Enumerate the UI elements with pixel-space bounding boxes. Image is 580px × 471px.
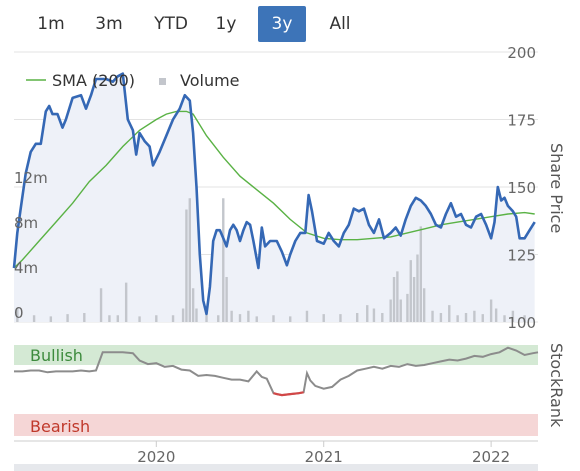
price-area-fill — [14, 73, 535, 322]
volume-bar — [419, 226, 423, 322]
volume-bar — [406, 293, 409, 322]
time-tick-label: 2020 — [137, 448, 175, 466]
volume-bar — [396, 271, 399, 322]
volume-bar — [381, 313, 384, 322]
volume-bar — [503, 315, 506, 322]
sma-legend-label: SMA (200) — [52, 71, 135, 90]
volume-bar — [366, 305, 369, 322]
volume-bar — [188, 198, 191, 322]
share-price-line — [12, 72, 536, 316]
volume-bar — [195, 308, 198, 322]
volume-bar — [289, 316, 292, 322]
price-tick-label: 100 — [507, 314, 536, 332]
volume-bar — [448, 305, 451, 322]
range-1m-button[interactable]: 1m — [37, 14, 65, 34]
price-tick-label: 200 — [507, 44, 536, 62]
volume-bar — [431, 310, 434, 322]
volume-bar — [305, 310, 309, 322]
volume-bar — [272, 315, 275, 322]
stockrank-axis-label: StockRank — [547, 343, 566, 428]
price-tick-label: 125 — [507, 247, 536, 265]
volume-bar — [205, 313, 208, 322]
volume-bar — [222, 198, 225, 322]
volume-bar — [247, 310, 250, 322]
volume-bar — [456, 315, 459, 322]
volume-bar — [255, 316, 258, 322]
range-ytd-button[interactable]: YTD — [154, 14, 188, 34]
volume-tick-label: 0 — [14, 304, 24, 322]
volume-bar — [83, 313, 86, 322]
volume-bar — [355, 313, 359, 322]
volume-bar — [185, 209, 188, 322]
stockrank-bearish-segment — [273, 391, 304, 397]
range-3y-button[interactable]: 3y — [258, 6, 306, 42]
volume-legend-swatch — [159, 78, 166, 85]
time-axis-ticks: 2020 2021 2022 — [137, 441, 510, 466]
volume-bar — [389, 299, 392, 322]
volume-bar — [511, 310, 515, 322]
volume-legend-label: Volume — [180, 71, 240, 90]
volume-bar — [225, 277, 228, 322]
volume-bar — [238, 314, 242, 322]
volume-tick-label: 12m — [14, 169, 48, 187]
volume-bar — [439, 313, 443, 322]
range-3m-button[interactable]: 3m — [95, 14, 123, 34]
volume-bar — [108, 315, 111, 322]
volume-bar — [32, 315, 36, 322]
time-tick-label: 2021 — [305, 448, 343, 466]
volume-tick-label: 8m — [14, 214, 38, 232]
volume-bar — [372, 308, 376, 322]
volume-bar — [66, 314, 69, 322]
volume-bar — [422, 288, 426, 322]
legend: SMA (200) Volume — [26, 71, 240, 90]
bullish-label: Bullish — [30, 346, 83, 365]
volume-tick-label: 4m — [14, 259, 38, 277]
volume-bar — [191, 288, 195, 322]
navigator-strip — [14, 464, 538, 471]
bullish-band — [14, 345, 538, 365]
volume-bar — [322, 314, 325, 322]
price-tick-label: 150 — [507, 179, 536, 197]
volume-bars — [16, 198, 526, 322]
volume-bar — [481, 314, 484, 322]
volume-bar — [412, 277, 416, 322]
volume-bar — [99, 288, 103, 322]
bearish-band — [14, 414, 538, 436]
volume-bar — [171, 315, 175, 322]
volume-bar — [116, 315, 119, 322]
bearish-label: Bearish — [30, 417, 90, 436]
range-all-button[interactable]: All — [329, 14, 351, 34]
volume-bar — [409, 260, 412, 322]
volume-bar — [523, 315, 526, 322]
price-tick-label: 175 — [507, 112, 536, 130]
range-1y-button[interactable]: 1y — [215, 14, 237, 34]
volume-bar — [494, 308, 498, 322]
volume-bar — [339, 314, 342, 322]
volume-bar — [230, 310, 233, 322]
volume-bar — [16, 308, 19, 322]
volume-tick-labels: 0 4m 8m 12m — [14, 169, 48, 322]
volume-bar — [464, 313, 468, 322]
volume-bar — [473, 310, 476, 322]
volume-bar — [416, 254, 419, 322]
volume-bar — [489, 299, 493, 322]
volume-bar — [392, 277, 396, 322]
share-price-tick-labels: 100 125 150 175 200 — [507, 44, 536, 332]
volume-bar — [49, 316, 53, 322]
range-selector: 1m 3m YTD 1y 3y All — [8, 6, 568, 42]
volume-bar — [138, 316, 141, 322]
volume-bar — [399, 299, 402, 322]
volume-bar — [217, 315, 220, 322]
sma-200-line — [13, 110, 535, 269]
share-price-axis-label: Share Price — [547, 143, 566, 233]
volume-bar — [155, 315, 158, 322]
time-tick-label: 2022 — [472, 448, 510, 466]
volume-bar — [181, 308, 185, 322]
volume-bar — [124, 282, 128, 322]
